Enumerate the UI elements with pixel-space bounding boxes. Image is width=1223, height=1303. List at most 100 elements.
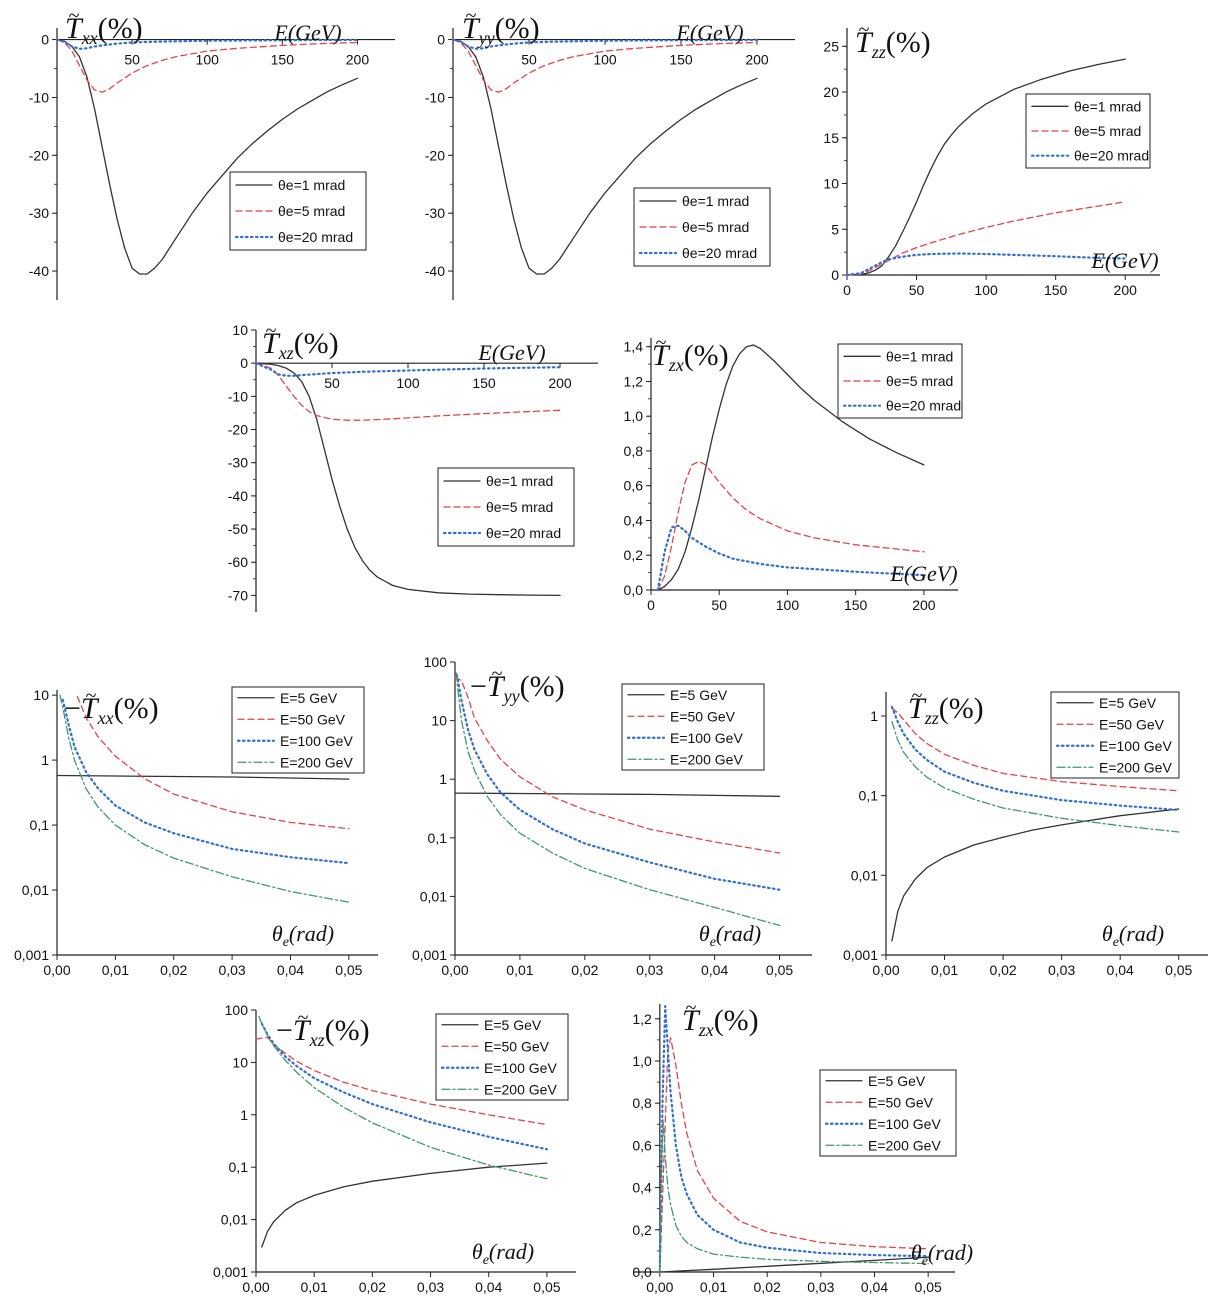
- y-tick-label: 0,001: [213, 1264, 248, 1280]
- series-line-1: [454, 792, 781, 797]
- legend-entry-4: E=200 GeV: [670, 751, 743, 767]
- series-line-1: [56, 774, 350, 780]
- x-label-subscript: e: [710, 935, 716, 950]
- title-suffix: (%): [294, 327, 339, 360]
- legend-entry-1: θe=1 mrad: [486, 473, 553, 489]
- legend-entry-1: E=5 GeV: [280, 690, 338, 706]
- legend-entry-2: θe=5 mrad: [278, 203, 345, 219]
- series-line-4: [59, 694, 350, 903]
- chart-title: −Txz(%): [276, 1014, 370, 1050]
- title-tilde-accent: ~: [492, 663, 503, 685]
- legend-entry-2: E=50 GeV: [670, 708, 736, 724]
- title-symbol: T: [682, 1004, 701, 1037]
- y-tick-label: 0,4: [632, 1180, 652, 1196]
- x-tick-label: 150: [472, 375, 496, 391]
- y-tick-label: 0,001: [412, 947, 447, 963]
- y-tick-label: -20: [29, 147, 49, 163]
- title-tilde-accent: ~: [266, 320, 277, 342]
- x-axis-label: θe(rad): [1102, 921, 1164, 950]
- x-label-symbol: E: [675, 20, 690, 45]
- legend: θe=1 mrad θe=5 mrad θe=20 mrad: [229, 171, 367, 251]
- legend-box: [621, 683, 765, 771]
- legend: E=5 GeV E=50 GeV E=100 GeV E=200 GeV: [435, 1013, 569, 1101]
- y-tick-label: 10: [431, 713, 447, 729]
- x-tick-label: 0,01: [931, 962, 958, 978]
- x-label-symbol: θ: [472, 1239, 483, 1264]
- series-line-3: [260, 1022, 549, 1151]
- y-tick-label: 1: [439, 771, 447, 787]
- x-tick-label: 0,04: [277, 962, 304, 978]
- y-tick-label: 0,01: [851, 867, 878, 883]
- title-symbol: T: [462, 12, 481, 45]
- series-line-2: [891, 707, 1180, 792]
- x-tick-label: 0,00: [242, 1279, 269, 1295]
- x-axis-label: θe(rad): [699, 921, 761, 950]
- x-tick-label: 200: [745, 52, 769, 68]
- x-axis-label: θe(rad): [272, 921, 334, 950]
- x-tick-label: 0,04: [701, 962, 728, 978]
- x-label-unit: (rad): [716, 921, 761, 946]
- legend-entry-3: E=100 GeV: [1099, 738, 1172, 754]
- chart-panel-5: 0,00,20,40,60,81,01,21,40 50 100 150 200Tzx(…: [624, 332, 963, 613]
- series-line-3: [254, 362, 562, 377]
- series-line-3: [55, 38, 359, 50]
- y-tick-label: 0,6: [624, 478, 644, 494]
- x-tick-label: 0,04: [475, 1279, 502, 1295]
- title-symbol: T: [65, 12, 84, 45]
- legend-entry-2: θe=5 mrad: [1074, 123, 1141, 139]
- title-prefix: −: [64, 692, 81, 725]
- x-tick-label: 0,00: [872, 962, 899, 978]
- x-tick-label: 100: [974, 282, 998, 298]
- legend: θe=1 mrad θe=5 mrad θe=20 mrad: [633, 187, 771, 267]
- title-prefix: −: [470, 670, 487, 703]
- legend-entry-2: θe=5 mrad: [486, 499, 553, 515]
- x-axis-label: E(GeV): [675, 20, 743, 45]
- y-tick-label: 0,2: [624, 547, 644, 563]
- x-label-symbol: θ: [911, 1240, 922, 1265]
- y-tick-label: -30: [425, 205, 445, 221]
- title-suffix: (%): [325, 1014, 370, 1047]
- x-tick-label: 0,00: [441, 962, 468, 978]
- title-tilde-accent: ~: [859, 19, 870, 41]
- x-label-unit: (rad): [928, 1240, 973, 1265]
- y-tick-label: 0,8: [624, 443, 644, 459]
- chart-panel-6: 0,001 0,01 0,1 1 10 0,00 0,01 0,02 0,03 0,04 0,05 −…: [14, 685, 378, 978]
- series-line-1: [452, 38, 758, 275]
- x-tick-label: 200: [548, 375, 572, 391]
- x-tick-label: 200: [912, 597, 936, 613]
- x-label-symbol: θ: [272, 921, 283, 946]
- series-line-3: [451, 38, 759, 50]
- x-tick-label: 0,02: [989, 962, 1016, 978]
- x-tick-label: 0,05: [1165, 962, 1192, 978]
- legend-entry-3: E=100 GeV: [484, 1060, 557, 1076]
- chart-title: Txz(%): [262, 327, 339, 363]
- series-line-2: [255, 1036, 548, 1126]
- y-tick-label: -20: [228, 422, 248, 438]
- series-line-1: [56, 38, 359, 275]
- x-tick-label: 50: [521, 52, 537, 68]
- x-label-unit: (GeV): [1105, 248, 1159, 273]
- y-tick-label: 0,001: [14, 947, 49, 963]
- legend-entry-4: E=200 GeV: [280, 754, 353, 770]
- title-suffix: (%): [939, 692, 984, 725]
- x-tick-label: 50: [124, 52, 140, 68]
- title-tilde-accent: ~: [466, 5, 477, 27]
- legend-entry-4: E=200 GeV: [868, 1137, 941, 1153]
- y-tick-label: -20: [425, 147, 445, 163]
- y-tick-label: 1,2: [632, 1011, 652, 1027]
- y-tick-label: 0,01: [22, 882, 49, 898]
- legend-entry-1: E=5 GeV: [1099, 695, 1157, 711]
- x-label-subscript: e: [483, 1253, 489, 1268]
- y-tick-label: 0,1: [859, 788, 879, 804]
- series-line-3: [656, 524, 926, 592]
- y-tick-label: -50: [228, 521, 248, 537]
- legend-entry-1: θe=1 mrad: [682, 193, 749, 209]
- y-tick-label: 0,2: [632, 1222, 652, 1238]
- title-tilde-accent: ~: [686, 997, 697, 1019]
- y-tick-label: 10: [33, 687, 49, 703]
- y-tick-label: 0,001: [843, 947, 878, 963]
- x-tick-label: 100: [593, 52, 617, 68]
- y-tick-label: 25: [823, 38, 839, 54]
- y-tick-label: 0: [831, 267, 839, 283]
- series-line-4: [258, 1015, 548, 1180]
